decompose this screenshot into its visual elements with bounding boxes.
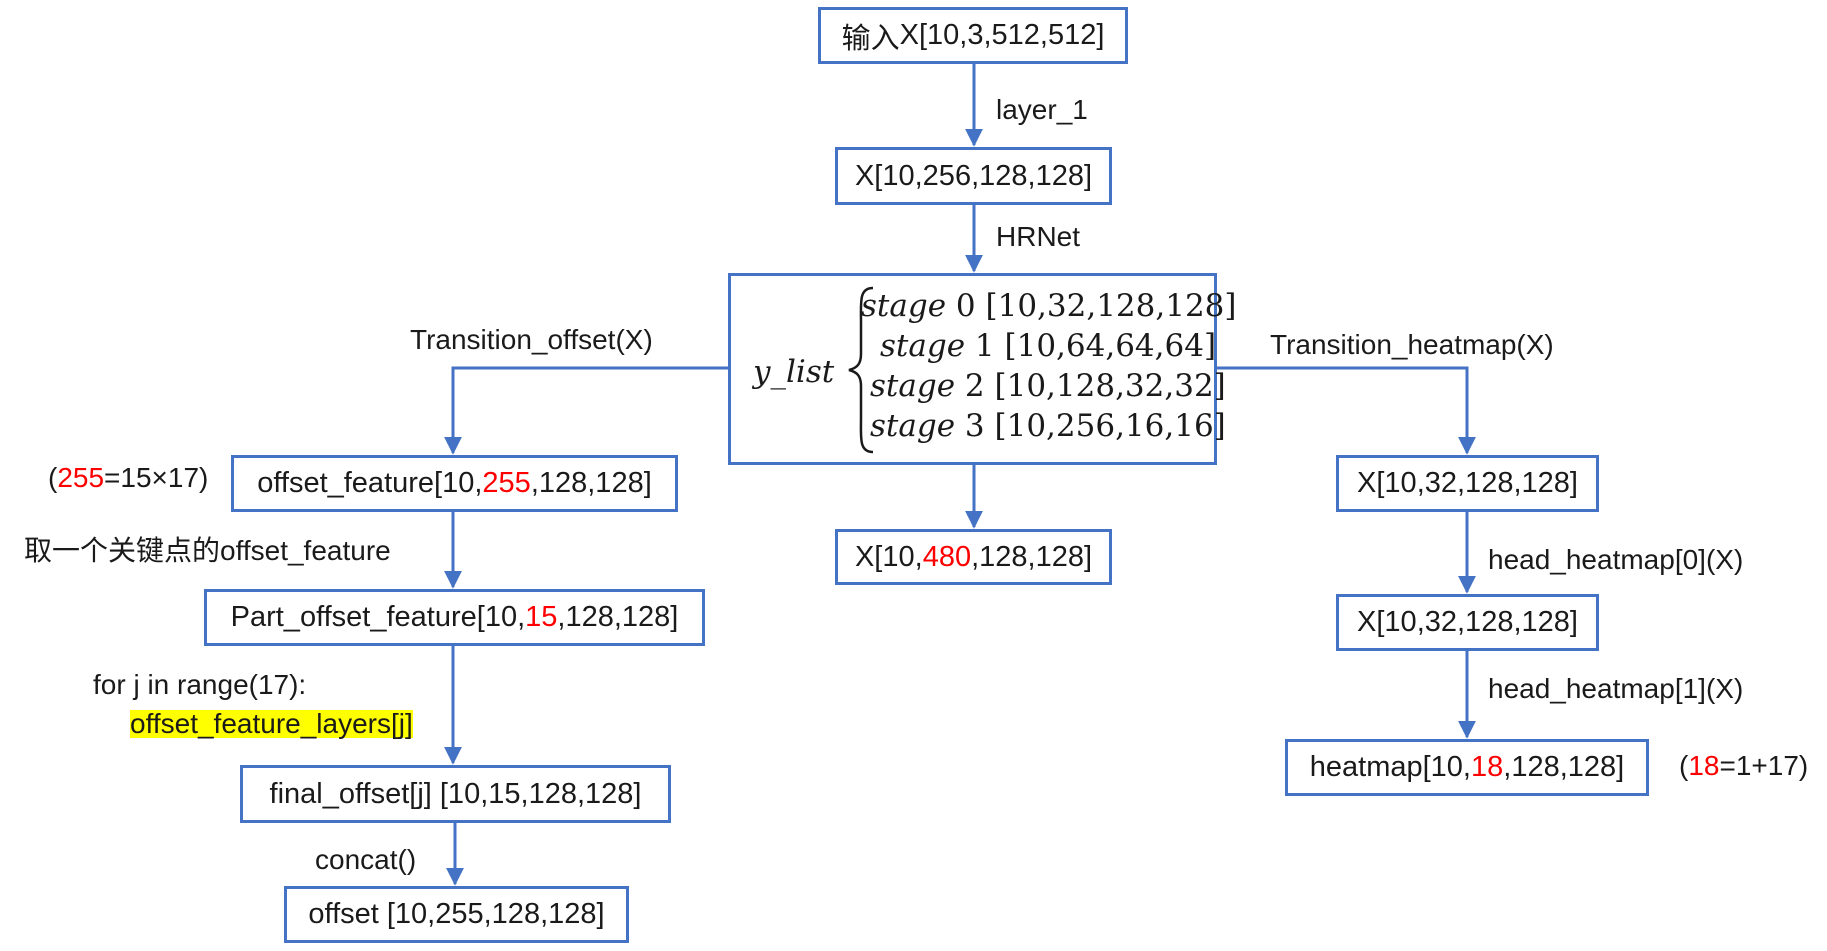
offset-text: offset [10,255,128,128] xyxy=(308,898,605,930)
offset-feature-node: offset_feature[10, 255,128,128] xyxy=(231,455,678,512)
y-list-label: y_list xyxy=(753,354,835,390)
part-offset-feature-node: Part_offset_feature[10, 15,128,128] xyxy=(204,589,705,646)
final-offset-text: final_offset[j] [10,15,128,128] xyxy=(269,777,642,810)
y-list-node: y_list stage 0 [10,32,128,128] stage 1 [… xyxy=(728,273,1236,465)
edge-label-for-loop: for j in range(17): xyxy=(93,669,307,700)
edge-label-head0: head_heatmap[0](X) xyxy=(1488,544,1744,575)
edge-label-transition-offset: Transition_offset(X) xyxy=(410,324,653,355)
heatmap-x2-node: X[10,32,128,128] xyxy=(1336,594,1599,651)
edge-label-offset-layers: offset_feature_layers[j] xyxy=(130,708,413,739)
heatmap-channel-note: (18=1+17) xyxy=(1679,750,1809,781)
input-node-prefix: 输入 xyxy=(841,22,900,55)
edge-label-head1: head_heatmap[1](X) xyxy=(1488,673,1744,704)
edge-label-take-keypoint: 取一个关键点的offset_feature xyxy=(24,535,391,566)
y-list-brace xyxy=(848,286,874,454)
concat-channels: 480 xyxy=(922,540,972,573)
input-node: 输入 X[10,3,512,512] xyxy=(818,7,1128,64)
edge-label-concat: concat() xyxy=(315,844,417,875)
layer1-output-node: X[10,256,128,128] xyxy=(835,147,1112,205)
stage-row-2: stage 2 [10,128,32,32] xyxy=(870,368,1226,404)
offset-channel-note: (255=15×17) xyxy=(48,462,209,493)
edge-label-hrnet: HRNet xyxy=(996,221,1081,252)
stage-row-3: stage 3 [10,256,16,16] xyxy=(870,408,1226,444)
heatmap-channels: 18 xyxy=(1471,751,1504,783)
stage-row-1: stage 1 [10,64,64,64] xyxy=(880,328,1217,364)
edge-label-transition-heatmap: Transition_heatmap(X) xyxy=(1270,329,1554,360)
arrow-ylist-to-heat-x1 xyxy=(1217,366,1476,455)
edge-label-layer1: layer_1 xyxy=(996,94,1088,125)
concat-output-node: X[10, 480,128,128] xyxy=(835,529,1112,585)
part-offset-channels: 15 xyxy=(525,601,558,633)
final-offset-node: final_offset[j] [10,15,128,128] xyxy=(240,765,671,823)
layer1-output-text: X[10,256,128,128] xyxy=(854,159,1093,192)
offset-feature-channels: 255 xyxy=(482,467,531,499)
heatmap-node: heatmap[10, 18,128,128] xyxy=(1285,739,1649,796)
offset-node: offset [10,255,128,128] xyxy=(284,886,629,943)
input-node-text: X[10,3,512,512] xyxy=(899,19,1105,51)
arrow-ylist-to-offset-feature xyxy=(444,366,728,455)
stage-row-0: stage 0 [10,32,128,128] xyxy=(861,288,1237,324)
heatmap-x1-node: X[10,32,128,128] xyxy=(1336,455,1599,512)
